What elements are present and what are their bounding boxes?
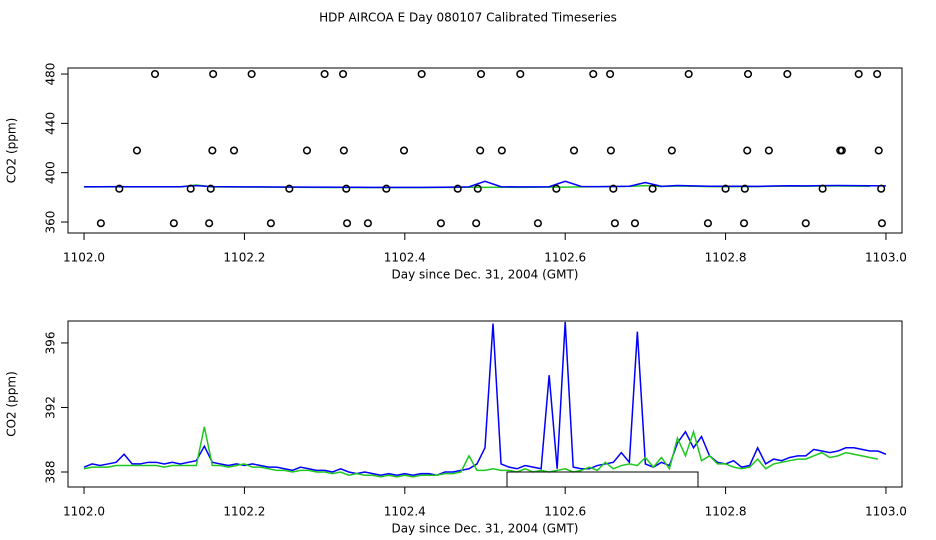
data-point — [229, 146, 239, 155]
data-point — [417, 69, 426, 79]
data-point — [343, 219, 352, 228]
y-tick-label: 440 — [44, 112, 58, 135]
data-point — [150, 69, 160, 79]
data-point — [743, 69, 753, 79]
data-point — [320, 69, 329, 79]
data-point — [877, 219, 887, 228]
data-point — [743, 146, 752, 155]
data-point — [552, 184, 561, 193]
chart-title: HDP AIRCOA E Day 080107 Calibrated Times… — [319, 11, 617, 25]
data-point — [285, 184, 294, 193]
data-point — [302, 146, 312, 155]
x-tick-label: 1102.0 — [63, 251, 105, 265]
data-point — [818, 184, 827, 193]
data-point — [764, 146, 773, 155]
data-point — [516, 69, 525, 79]
plot-area — [84, 69, 887, 228]
y-tick-label: 388 — [44, 461, 58, 484]
data-point — [169, 219, 178, 228]
data-point — [132, 146, 142, 155]
data-point — [684, 69, 693, 79]
data-point — [721, 184, 730, 193]
data-point — [667, 146, 676, 155]
data-point — [648, 184, 657, 193]
data-point — [208, 146, 217, 155]
data-point — [399, 146, 409, 155]
y-axis-label: CO2 (ppm) — [5, 118, 19, 184]
data-point — [630, 219, 640, 228]
data-point — [873, 69, 882, 79]
x-axis-label: Day since Dec. 31, 2004 (GMT) — [392, 522, 579, 536]
data-point — [533, 219, 542, 228]
data-point — [382, 184, 391, 193]
x-tick-label: 1102.2 — [223, 505, 265, 519]
x-tick-label: 1102.4 — [384, 251, 426, 265]
data-point — [339, 146, 348, 155]
data-point — [606, 146, 615, 155]
data-point — [569, 146, 579, 155]
data-line — [83, 426, 879, 478]
data-point — [476, 69, 486, 79]
data-line — [83, 321, 887, 476]
data-point — [186, 184, 195, 193]
x-tick-label: 1102.4 — [384, 505, 426, 519]
data-point — [703, 219, 712, 228]
plot-area — [83, 321, 887, 478]
data-point — [436, 219, 445, 228]
x-axis-label: Day since Dec. 31, 2004 (GMT) — [392, 268, 579, 282]
y-tick-label: 400 — [44, 161, 58, 184]
data-point — [739, 219, 749, 228]
data-point — [339, 69, 348, 79]
data-point — [606, 69, 615, 79]
data-point — [610, 219, 619, 228]
legend-box — [506, 471, 699, 487]
y-tick-label: 480 — [44, 63, 58, 86]
x-tick-label: 1102.6 — [544, 251, 586, 265]
x-tick-label: 1102.8 — [705, 505, 747, 519]
x-tick-label: 1102.6 — [544, 505, 586, 519]
y-axis-label: CO2 (ppm) — [5, 371, 19, 437]
data-point — [874, 146, 883, 155]
x-tick-label: 1102.2 — [223, 251, 265, 265]
data-point — [209, 69, 218, 79]
y-tick-label: 396 — [44, 331, 58, 354]
data-point — [363, 219, 372, 228]
data-point — [476, 146, 485, 155]
x-tick-label: 1102.0 — [63, 505, 105, 519]
data-point — [342, 184, 351, 193]
y-tick-label: 360 — [44, 211, 58, 234]
data-point — [96, 219, 105, 228]
data-point — [473, 184, 482, 193]
data-point — [740, 184, 749, 193]
data-point — [783, 69, 792, 79]
data-point — [589, 69, 598, 79]
x-tick-label: 1103.0 — [865, 505, 907, 519]
data-point — [247, 69, 256, 79]
data-point — [453, 184, 462, 193]
data-point — [205, 219, 214, 228]
data-point — [609, 184, 618, 193]
data-point — [877, 184, 886, 193]
data-point — [206, 184, 215, 193]
x-tick-label: 1102.8 — [705, 251, 747, 265]
y-tick-label: 392 — [44, 396, 58, 419]
data-point — [854, 69, 863, 79]
data-line — [84, 180, 886, 189]
x-tick-label: 1103.0 — [865, 251, 907, 265]
data-point — [115, 184, 124, 193]
data-point — [837, 146, 846, 155]
data-point — [266, 219, 275, 228]
data-point — [472, 219, 481, 228]
data-point — [801, 219, 810, 228]
data-point — [497, 146, 506, 155]
